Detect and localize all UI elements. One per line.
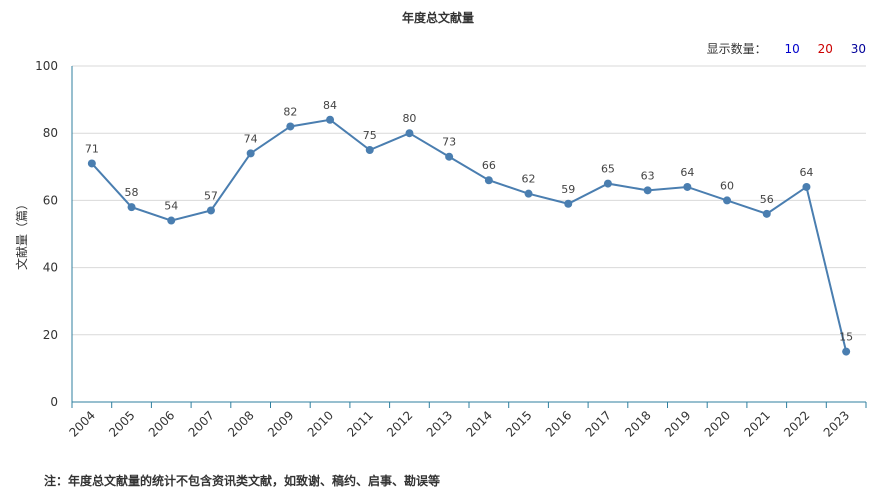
- x-tick-label-2006: 2006: [146, 408, 177, 439]
- x-tick-label-2016: 2016: [543, 408, 574, 439]
- x-tick-label-2021: 2021: [741, 408, 772, 439]
- x-tick-label-2009: 2009: [265, 408, 296, 439]
- data-label-2011: 75: [363, 129, 377, 142]
- labels: 0 20 40 60 80 100 2004 2005 2006 2007 2008 2009 2010…: [35, 59, 853, 440]
- data-label-2019: 64: [680, 166, 694, 179]
- x-tick-label-2008: 2008: [225, 408, 256, 439]
- x-tick-label-2011: 2011: [344, 408, 375, 439]
- footnote: 注：年度总文献量的统计不包含资讯类文献，如致谢、稿约、启事、勘误等: [44, 474, 441, 488]
- data-point-2021: [762, 209, 771, 218]
- data-label-2014: 66: [482, 159, 496, 172]
- display-count-option-30[interactable]: 30: [850, 42, 866, 56]
- data-label-2010: 84: [323, 99, 337, 112]
- x-tick-label-2007: 2007: [186, 408, 217, 439]
- data-point-2006: [167, 216, 176, 225]
- data-point-2007: [206, 206, 215, 215]
- data-point-2009: [286, 122, 295, 131]
- data-label-2009: 82: [283, 105, 297, 118]
- data-label-2020: 60: [720, 179, 734, 192]
- data-point-2013: [445, 152, 454, 161]
- data-point-2018: [643, 186, 652, 195]
- x-tick-label-2014: 2014: [463, 408, 494, 439]
- data-label-2023: 15: [839, 331, 853, 344]
- data-label-2017: 65: [601, 163, 615, 176]
- data-point-2015: [524, 189, 533, 198]
- data-point-2012: [405, 129, 414, 138]
- y-tick-label-80: 80: [43, 126, 58, 140]
- data-label-2006: 54: [164, 200, 178, 213]
- display-count-option-20[interactable]: 20: [817, 42, 833, 56]
- data-point-2005: [127, 203, 136, 212]
- data-point-2023: [842, 347, 851, 356]
- x-tick-label-2020: 2020: [702, 408, 733, 439]
- x-tick-label-2018: 2018: [622, 408, 653, 439]
- data-point-2011: [365, 146, 374, 154]
- axes: [71, 66, 867, 408]
- x-tick-label-2022: 2022: [781, 408, 812, 439]
- x-tick-label-2023: 2023: [821, 408, 852, 439]
- x-tick-label-2005: 2005: [106, 408, 137, 439]
- y-tick-label-60: 60: [43, 193, 58, 207]
- data-label-2022: 64: [799, 166, 813, 179]
- display-count-label: 显示数量：: [706, 42, 767, 56]
- x-tick-label-2013: 2013: [424, 408, 455, 439]
- data-point-2010: [326, 115, 335, 124]
- y-tick-label-100: 100: [35, 59, 58, 73]
- x-tick-label-2010: 2010: [305, 408, 336, 439]
- data-point-2004: [87, 159, 96, 168]
- series: [87, 115, 851, 356]
- series-line: [91, 118, 848, 352]
- data-label-2005: 58: [125, 186, 139, 199]
- y-axis-label: 文献量（篇）: [14, 198, 29, 270]
- data-label-2004: 71: [85, 142, 99, 155]
- data-point-2008: [246, 149, 255, 158]
- y-tick-label-0: 0: [50, 395, 58, 409]
- data-point-2022: [802, 182, 811, 191]
- data-label-2016: 59: [561, 183, 575, 196]
- data-point-2020: [723, 196, 732, 205]
- grid-lines: [72, 65, 866, 336]
- data-point-2016: [564, 199, 573, 208]
- data-point-2019: [683, 182, 692, 191]
- data-label-2013: 73: [442, 136, 456, 149]
- data-label-2012: 80: [402, 112, 416, 125]
- data-label-2007: 57: [204, 189, 218, 202]
- y-tick-label-20: 20: [43, 328, 58, 342]
- x-tick-label-2015: 2015: [503, 408, 534, 439]
- x-tick-label-2019: 2019: [662, 408, 693, 439]
- x-tick-label-2017: 2017: [583, 408, 614, 439]
- data-label-2015: 62: [522, 173, 536, 186]
- x-tick-label-2012: 2012: [384, 408, 415, 439]
- x-tick-label-2004: 2004: [66, 408, 97, 439]
- data-label-2018: 63: [641, 169, 655, 182]
- chart-title: 年度总文献量: [401, 11, 474, 25]
- display-count-selector: 显示数量： 10 20 30: [707, 40, 866, 57]
- data-point-2014: [484, 176, 493, 185]
- display-count-option-10[interactable]: 10: [784, 42, 800, 56]
- data-label-2008: 74: [244, 132, 258, 145]
- data-label-2021: 56: [760, 193, 774, 206]
- data-point-2017: [603, 179, 612, 188]
- y-tick-label-40: 40: [43, 261, 58, 275]
